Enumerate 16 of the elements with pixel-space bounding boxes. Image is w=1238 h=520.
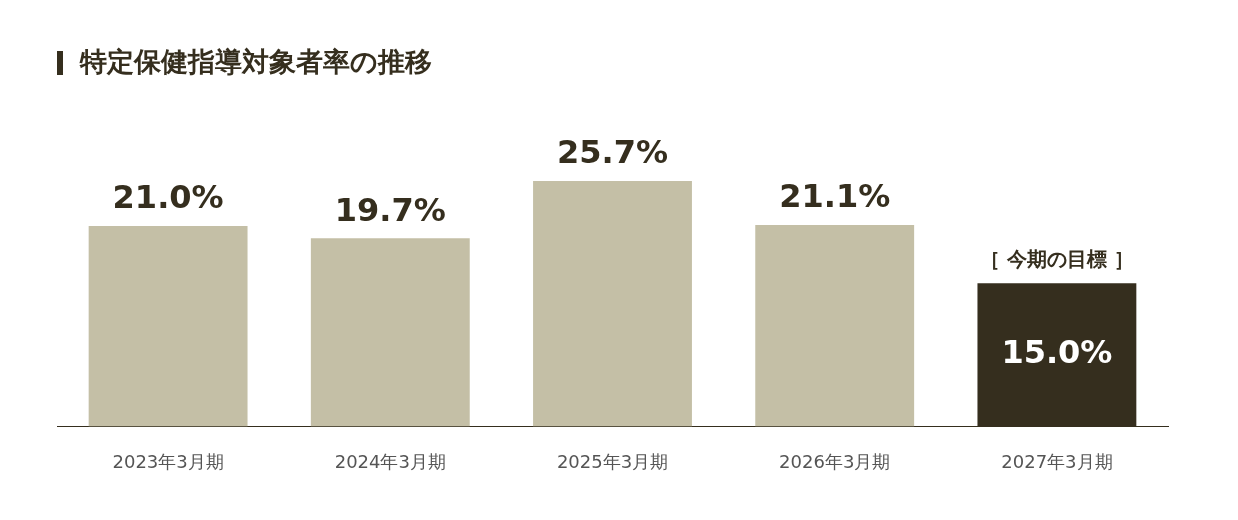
data-label: 25.7%	[556, 133, 669, 172]
data-label: 15.0%	[1001, 333, 1113, 372]
x-tick-label: 2023年3月期	[112, 450, 224, 472]
x-tick-label: 2025年3月期	[556, 450, 669, 472]
x-tick-label: 2024年3月期	[334, 450, 446, 472]
data-label: 19.7%	[334, 190, 446, 229]
annotation: ［ 今期の目標 ］	[979, 247, 1134, 272]
data-label: 21.1%	[779, 177, 891, 216]
bar	[533, 181, 692, 427]
x-tick-label: 2026年3月期	[779, 450, 891, 472]
bar	[755, 224, 915, 427]
chart-title: 特定保健指導対象者率の推移	[80, 45, 432, 79]
bar	[310, 238, 470, 427]
data-label: 21.0%	[112, 178, 224, 217]
bar	[88, 225, 248, 427]
x-tick-label: 2027年3月期	[1001, 450, 1113, 472]
